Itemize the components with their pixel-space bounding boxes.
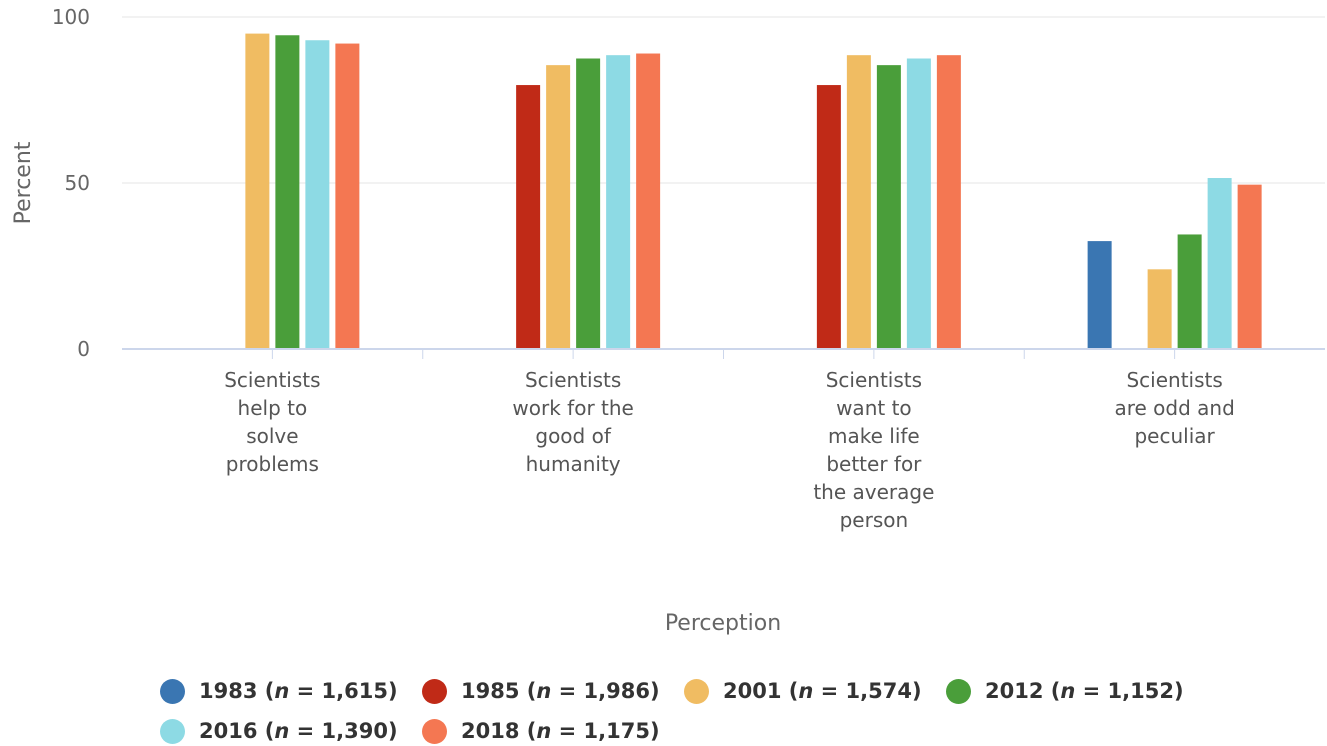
bar-2001: [846, 55, 871, 350]
legend-swatch: [422, 678, 447, 704]
y-tick-label: 0: [77, 337, 90, 361]
legend-swatch: [946, 678, 971, 704]
x-category-label: Scientists are odd and peculiar: [1114, 368, 1234, 448]
y-axis-title: Percent: [11, 141, 36, 224]
x-axis-category-labels: Scientists help to solve problems Scientists…: [224, 368, 1235, 532]
bar-1985: [516, 85, 541, 349]
bar-2016: [606, 55, 631, 350]
y-tick-label: 50: [65, 171, 90, 195]
bar-2012: [576, 58, 601, 349]
bar-2018: [1237, 184, 1262, 349]
bars: [245, 33, 1262, 350]
legend-label: 1985 (n = 1,986): [461, 679, 660, 703]
x-category-label: Scientists work for the good of humanity: [512, 368, 633, 476]
bar-2018: [936, 55, 961, 350]
legend-item-2016[interactable]: 2016 (n = 1,390): [160, 716, 398, 746]
bar-2012: [876, 65, 901, 349]
bar-2001: [245, 33, 270, 349]
legend-item-2012[interactable]: 2012 (n = 1,152): [946, 676, 1184, 706]
legend-label: 2001 (n = 1,574): [723, 679, 922, 703]
bar-2016: [305, 40, 330, 350]
bar-2016: [1207, 178, 1232, 349]
legend-label: 1983 (n = 1,615): [199, 679, 398, 703]
legend-item-1985[interactable]: 1985 (n = 1,986): [422, 676, 660, 706]
x-axis-title: Perception: [665, 611, 781, 636]
gridlines: [122, 16, 1325, 184]
x-axis: [122, 348, 1325, 359]
legend-item-1983[interactable]: 1983 (n = 1,615): [160, 676, 398, 706]
legend-item-2018[interactable]: 2018 (n = 1,175): [422, 716, 660, 746]
x-category-label: Scientists help to solve problems: [224, 368, 320, 476]
bar-2018: [636, 53, 661, 350]
y-tick-label: 100: [52, 5, 90, 29]
legend-label: 2018 (n = 1,175): [461, 719, 660, 743]
bar-2016: [906, 58, 931, 349]
legend-label: 2012 (n = 1,152): [985, 679, 1184, 703]
bar-1985: [816, 85, 841, 349]
bar-1983: [1087, 241, 1112, 349]
bar-2018: [335, 43, 360, 350]
legend-swatch: [160, 678, 185, 704]
bar-2001: [1147, 269, 1172, 349]
y-axis-ticks: 0 50 100: [52, 5, 90, 361]
legend-label: 2016 (n = 1,390): [199, 719, 398, 743]
legend-item-2001[interactable]: 2001 (n = 1,574): [684, 676, 922, 706]
legend-swatch: [422, 718, 447, 744]
bar-2001: [546, 65, 571, 349]
legend-swatch: [684, 678, 709, 704]
bar-2012: [275, 35, 300, 349]
bar-2012: [1177, 234, 1202, 349]
x-category-label: Scientists want to make life better for the …: [813, 368, 934, 532]
legend-swatch: [160, 718, 185, 744]
